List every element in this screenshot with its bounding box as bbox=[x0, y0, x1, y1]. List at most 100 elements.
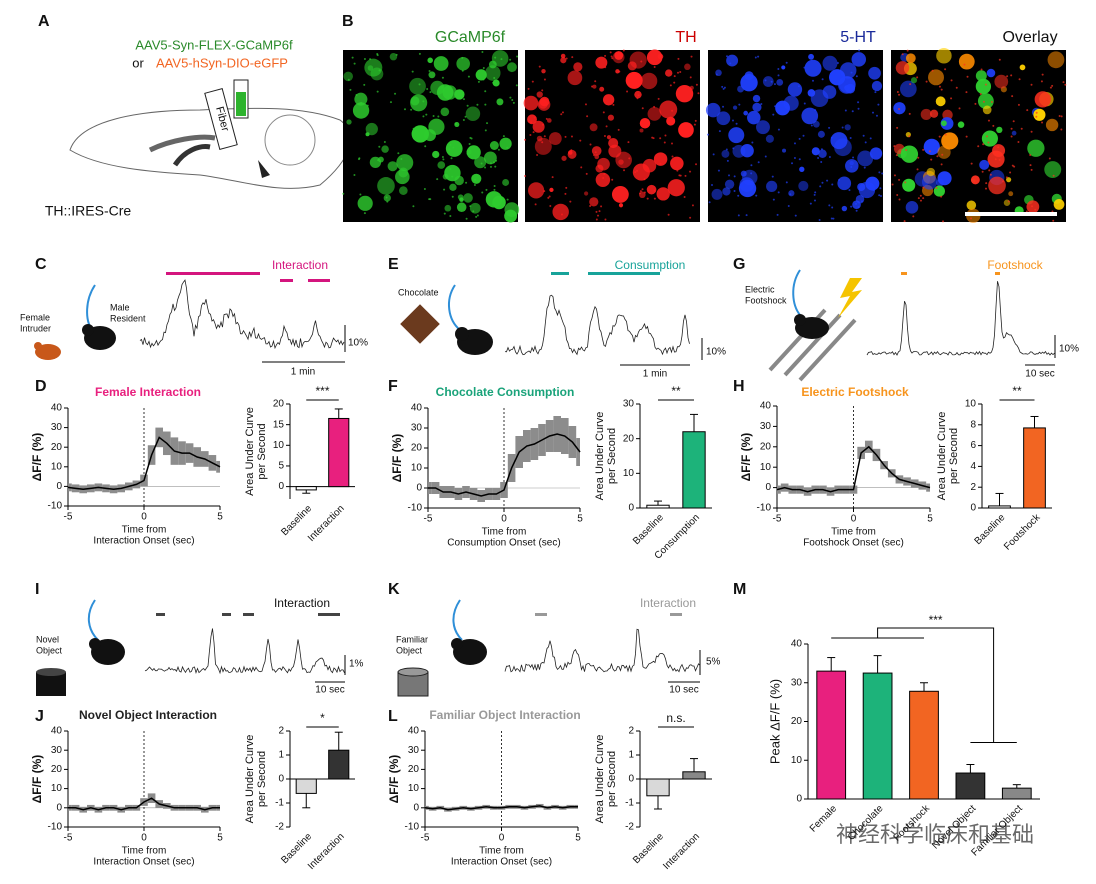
puncta bbox=[500, 58, 503, 61]
virus: AAV5-Syn-FLEX-GCaMP6f bbox=[135, 37, 293, 52]
puncta bbox=[1029, 164, 1032, 167]
puncta bbox=[970, 162, 973, 165]
cell bbox=[739, 177, 755, 192]
puncta bbox=[757, 161, 760, 164]
cell bbox=[822, 85, 837, 99]
puncta bbox=[896, 126, 899, 129]
puncta bbox=[497, 148, 500, 151]
y-axis-label: ΔF/F (%) bbox=[739, 433, 753, 482]
y-axis-label: Area Under Curve bbox=[244, 735, 256, 824]
cell bbox=[465, 106, 481, 121]
panel-label: H bbox=[733, 378, 745, 395]
puncta bbox=[817, 157, 820, 160]
y-tick-label: 20 bbox=[791, 716, 803, 727]
puncta bbox=[904, 181, 907, 184]
x-tick-label: -5 bbox=[421, 833, 430, 844]
cell bbox=[474, 156, 487, 169]
puncta bbox=[1018, 78, 1021, 81]
cell bbox=[941, 120, 947, 127]
puncta bbox=[1010, 74, 1013, 77]
puncta bbox=[640, 60, 643, 63]
cell bbox=[489, 141, 499, 150]
puncta bbox=[669, 84, 672, 87]
puncta bbox=[597, 165, 600, 168]
puncta bbox=[494, 165, 497, 168]
puncta bbox=[803, 102, 806, 105]
puncta bbox=[718, 130, 721, 133]
puncta bbox=[1035, 111, 1038, 114]
cell bbox=[857, 182, 866, 192]
bar bbox=[955, 772, 986, 800]
y-axis-label: ΔF/F (%) bbox=[390, 434, 404, 483]
y-axis-label: per Second bbox=[948, 428, 960, 484]
bar bbox=[295, 778, 317, 794]
puncta bbox=[694, 119, 697, 122]
x-tick-label: -5 bbox=[64, 833, 73, 844]
puncta bbox=[541, 89, 544, 92]
puncta bbox=[831, 183, 834, 186]
puncta bbox=[751, 141, 754, 144]
puncta bbox=[667, 121, 670, 124]
puncta bbox=[545, 117, 548, 120]
puncta bbox=[1017, 141, 1020, 144]
puncta bbox=[848, 90, 851, 93]
puncta bbox=[708, 201, 711, 204]
puncta bbox=[793, 157, 796, 160]
puncta bbox=[378, 69, 381, 72]
panel-label: D bbox=[35, 378, 47, 395]
puncta bbox=[597, 214, 600, 217]
y-tick-label: 20 bbox=[760, 441, 772, 452]
puncta bbox=[981, 170, 984, 173]
cell bbox=[743, 110, 749, 116]
cell bbox=[463, 193, 473, 203]
puncta bbox=[432, 115, 435, 118]
puncta bbox=[787, 205, 790, 208]
y-tick-label: 30 bbox=[760, 421, 772, 432]
trace bbox=[866, 281, 1055, 356]
puncta bbox=[906, 49, 909, 52]
puncta bbox=[584, 103, 587, 106]
cell bbox=[804, 59, 822, 77]
cell bbox=[1033, 108, 1046, 121]
y-axis-label: ΔF/F (%) bbox=[30, 755, 44, 804]
puncta bbox=[864, 141, 867, 144]
y-tick-label: 40 bbox=[51, 403, 63, 414]
puncta bbox=[604, 54, 607, 57]
bracket bbox=[877, 627, 995, 743]
y-tick-label: 6 bbox=[970, 440, 976, 451]
cell bbox=[411, 125, 429, 143]
puncta bbox=[484, 90, 487, 93]
cell bbox=[988, 176, 1006, 195]
puncta bbox=[916, 76, 919, 79]
cell bbox=[615, 151, 632, 169]
puncta bbox=[940, 163, 943, 166]
cell bbox=[387, 161, 398, 172]
cell bbox=[782, 148, 787, 153]
puncta bbox=[982, 143, 985, 146]
puncta bbox=[531, 80, 534, 83]
puncta bbox=[878, 194, 881, 197]
puncta bbox=[1052, 174, 1055, 177]
x-tick-label: -5 bbox=[64, 512, 73, 523]
puncta bbox=[811, 79, 814, 82]
puncta bbox=[491, 203, 494, 206]
puncta bbox=[353, 173, 356, 176]
puncta bbox=[489, 165, 492, 168]
puncta bbox=[764, 79, 767, 82]
puncta bbox=[617, 128, 620, 131]
panel-label: I bbox=[35, 581, 39, 598]
puncta bbox=[970, 217, 973, 220]
cell bbox=[496, 98, 504, 106]
bar bbox=[909, 690, 939, 800]
puncta bbox=[777, 191, 780, 194]
puncta bbox=[985, 187, 988, 190]
y-tick-label: 0 bbox=[628, 503, 634, 514]
significance: ** bbox=[1012, 384, 1022, 398]
puncta bbox=[821, 78, 824, 81]
puncta bbox=[676, 71, 679, 74]
stimulus-label: Object bbox=[396, 645, 423, 655]
cell bbox=[357, 195, 373, 211]
y-tick-label: 20 bbox=[411, 443, 423, 454]
puncta bbox=[516, 55, 519, 58]
puncta bbox=[541, 141, 544, 144]
